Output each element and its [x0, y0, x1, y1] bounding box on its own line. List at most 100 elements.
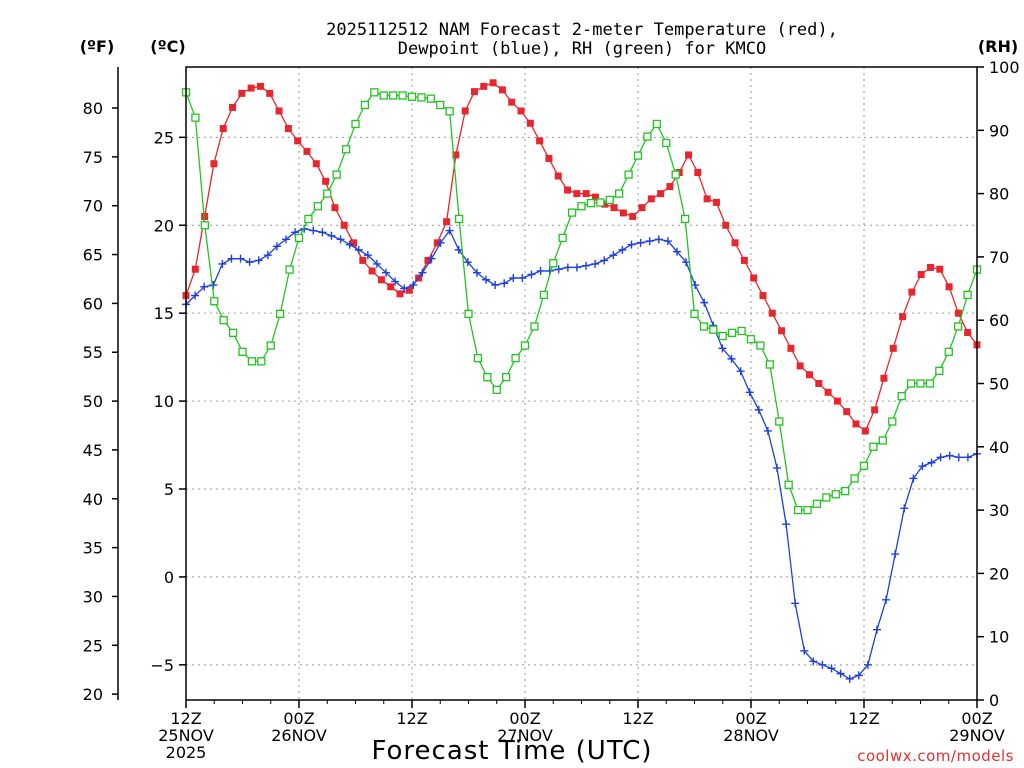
dewpoint-point — [227, 254, 236, 263]
rh-point — [662, 138, 671, 148]
dewpoint-point — [400, 284, 409, 293]
rh-point — [803, 505, 812, 515]
rh-point — [511, 354, 520, 363]
rh-point — [351, 119, 360, 129]
dewpoint-point — [345, 240, 354, 249]
rh-point — [680, 214, 690, 224]
rh-point — [398, 91, 407, 100]
temperature-point — [219, 125, 227, 133]
rh-point — [784, 480, 793, 489]
temperature-point — [666, 183, 674, 191]
dewpoint-point — [582, 261, 591, 270]
dewpoint-point — [636, 238, 645, 247]
rh-point — [869, 442, 878, 451]
rh-unit-label: (RH) — [978, 37, 1018, 56]
temperature-point — [768, 309, 776, 317]
rh-point — [652, 119, 661, 129]
rh-point — [605, 195, 614, 205]
temperature-point — [545, 154, 553, 162]
rh-point — [426, 94, 435, 103]
time-tick-label: 12Z — [622, 709, 653, 728]
temperature-point — [591, 193, 599, 201]
rh-point — [389, 91, 398, 100]
temperature-point — [629, 212, 637, 220]
series-temperature — [182, 79, 981, 435]
dewpoint-point — [191, 291, 200, 300]
rh-point — [520, 341, 530, 350]
temperature-point — [899, 313, 907, 321]
dewpoint-point — [518, 274, 527, 282]
temperature-point — [526, 119, 534, 127]
dewpoint-point — [554, 265, 563, 274]
fahrenheit-axis: 20 25 30 35 40 45 50 55 60 65 70 75 80 — [83, 99, 118, 704]
temperature-point — [740, 256, 748, 264]
rh-tick-label: 50 — [989, 375, 1009, 394]
rh-point — [285, 265, 294, 274]
temperature-point — [368, 267, 376, 275]
temperature-point — [396, 290, 404, 298]
dewpoint-point — [500, 279, 509, 288]
temperature-point — [443, 218, 451, 226]
dewpoint-point — [363, 251, 372, 260]
rh-point — [850, 474, 859, 483]
rh-point — [492, 385, 501, 394]
rh-point — [276, 309, 285, 319]
rh-point — [436, 100, 445, 110]
rh-point — [699, 322, 709, 331]
temperature-point — [312, 160, 320, 168]
dewpoint-point — [236, 254, 245, 263]
rh-point — [191, 113, 200, 122]
temperature-point — [303, 147, 311, 155]
fahrenheit-tick-label: 25 — [83, 636, 103, 655]
fahrenheit-tick-label: 55 — [83, 343, 103, 362]
rh-axis: 0 10 20 30 40 50 60 70 80 90 100 — [977, 58, 1020, 710]
rh-point — [473, 354, 483, 363]
rh-point — [963, 290, 972, 300]
dewpoint-point — [418, 268, 427, 277]
dewpoint-point — [863, 660, 872, 669]
time-tick-label: 25NOV — [158, 726, 214, 745]
time-tick-label: 29NOV — [949, 726, 1005, 745]
rh-point — [737, 326, 746, 336]
dewpoint-point — [627, 240, 636, 249]
temperature-point — [805, 371, 813, 379]
temperature-point — [796, 362, 804, 370]
rh-point — [793, 505, 803, 515]
dewpoint-point — [827, 664, 836, 673]
temperature-point — [508, 98, 516, 106]
fahrenheit-tick-label: 80 — [83, 99, 103, 118]
rh-tick-label: 60 — [989, 311, 1009, 330]
temperature-point — [638, 204, 646, 212]
temperature-point — [275, 107, 283, 115]
dewpoint-point — [327, 231, 336, 240]
temperature-point — [564, 186, 572, 194]
chart-title-line-1: 2025112512 NAM Forecast 2-meter Temperat… — [326, 20, 838, 40]
celsius-tick-label: −5 — [150, 656, 174, 675]
series-layer — [181, 79, 982, 683]
dewpoint-point — [318, 228, 327, 237]
fahrenheit-tick-label: 75 — [83, 148, 103, 167]
temperature-point — [256, 82, 264, 90]
temperature-point — [498, 86, 506, 94]
dewpoint-point — [336, 235, 345, 244]
x-axis-label: Forecast Time (UTC) — [371, 736, 652, 766]
time-tick-label: 12Z — [848, 709, 879, 728]
rh-point — [530, 322, 539, 331]
series-rh — [181, 88, 982, 515]
rh-tick-label: 20 — [989, 564, 1009, 583]
rh-point — [210, 297, 219, 306]
rh-point — [294, 233, 304, 243]
dewpoint-point — [772, 463, 781, 472]
temperature-point — [703, 195, 711, 203]
rh-point — [464, 309, 473, 319]
fahrenheit-unit-label: (ºF) — [80, 37, 115, 56]
rh-point — [360, 100, 370, 110]
temperature-point — [722, 221, 730, 229]
celsius-tick-label: 5 — [164, 480, 174, 499]
dewpoint-point — [682, 258, 691, 267]
chart-title-line-2: Dewpoint (blue), RH (green) for KMCO — [398, 39, 766, 59]
temperature-point — [229, 103, 237, 111]
dewpoint-point — [382, 268, 391, 277]
temperature-point — [452, 151, 460, 159]
fahrenheit-tick-label: 50 — [83, 392, 103, 411]
